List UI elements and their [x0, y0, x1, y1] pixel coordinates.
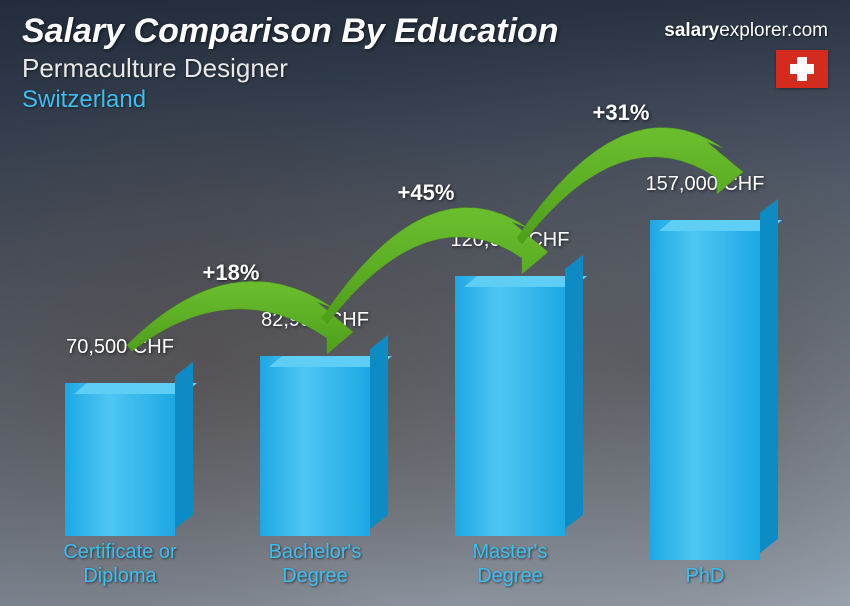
bar-category-label: Certificate orDiploma: [40, 540, 200, 588]
bar-value-label: 82,900 CHF: [235, 309, 395, 332]
bar: [455, 276, 565, 536]
brand-logo: salaryexplorer.com: [664, 20, 828, 42]
bar: [260, 356, 370, 536]
bar-front-face: [65, 383, 175, 536]
bar-side-face: [760, 199, 778, 553]
brand-suffix: .com: [787, 20, 828, 41]
bar-front-face: [455, 276, 565, 536]
growth-pct-label: +45%: [398, 180, 455, 206]
chart-subtitle: Permaculture Designer: [22, 53, 828, 84]
flag-icon: [776, 50, 828, 88]
bar-value-label: 70,500 CHF: [40, 336, 200, 359]
bar: [650, 220, 760, 560]
bar-front-face: [260, 356, 370, 536]
bar-category-label: Master'sDegree: [430, 540, 590, 588]
bar-value-label: 157,000 CHF: [625, 173, 785, 196]
bar-value-label: 120,000 CHF: [430, 229, 590, 252]
chart-country: Switzerland: [22, 86, 828, 114]
bar-front-face: [650, 220, 760, 560]
bar: [65, 383, 175, 536]
bar-side-face: [370, 335, 388, 529]
bar-group: 157,000 CHF PhD: [625, 173, 785, 588]
bar-side-face: [565, 255, 583, 529]
brand-light: explorer: [719, 20, 787, 41]
bar-category-label: PhD: [625, 564, 785, 588]
bar-chart: 70,500 CHF Certificate orDiploma 82,900 CH…: [40, 140, 790, 588]
bar-group: 82,900 CHF Bachelor'sDegree: [235, 309, 395, 588]
bar-category-label: Bachelor'sDegree: [235, 540, 395, 588]
bar-side-face: [175, 362, 193, 529]
bar-group: 70,500 CHF Certificate orDiploma: [40, 336, 200, 588]
brand-bold: salary: [664, 20, 719, 41]
growth-pct-label: +18%: [203, 260, 260, 286]
bar-group: 120,000 CHF Master'sDegree: [430, 229, 590, 588]
